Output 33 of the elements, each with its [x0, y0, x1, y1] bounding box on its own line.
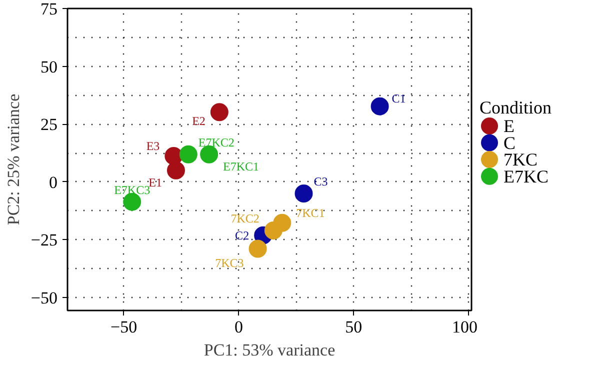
point [264, 222, 282, 240]
data-label: 7KC3 [215, 256, 244, 270]
y-tick-label: 50 [40, 57, 58, 76]
x-tick-label: 0 [234, 318, 243, 336]
data-label: C2 [235, 228, 250, 242]
y-tick-label: 0 [49, 172, 58, 192]
point [248, 240, 267, 258]
data-label: E7KC1 [223, 159, 260, 174]
x-axis-title: PC1: 53% variance [204, 340, 336, 360]
y-tick-label: 75 [40, 0, 58, 18]
point [166, 161, 185, 180]
data-label: C3 [314, 174, 328, 188]
y-tick-label: −50 [30, 288, 58, 308]
data-label: C1 [392, 91, 406, 106]
data-label: E3 [146, 139, 160, 154]
data-label: E1 [148, 175, 162, 190]
point [370, 97, 389, 116]
point [164, 147, 183, 166]
point [210, 103, 228, 122]
data-label: 7KC1 [296, 206, 325, 220]
y-tick-label: −25 [30, 230, 58, 250]
data-label: E7KC3 [114, 182, 150, 197]
x-tick-label: −50 [110, 318, 138, 336]
data-label: E2 [192, 114, 206, 128]
legend-title: Condition [480, 98, 552, 118]
data-label: 7KC2 [230, 211, 260, 226]
point [179, 145, 198, 164]
x-tick-label: 100 [452, 318, 478, 336]
point [294, 184, 313, 202]
y-axis-title: PC2: 25% variance [4, 94, 23, 226]
y-tick-label: 25 [40, 115, 58, 134]
data-label: E7KC2 [198, 135, 234, 150]
x-tick-label: 50 [345, 318, 362, 336]
